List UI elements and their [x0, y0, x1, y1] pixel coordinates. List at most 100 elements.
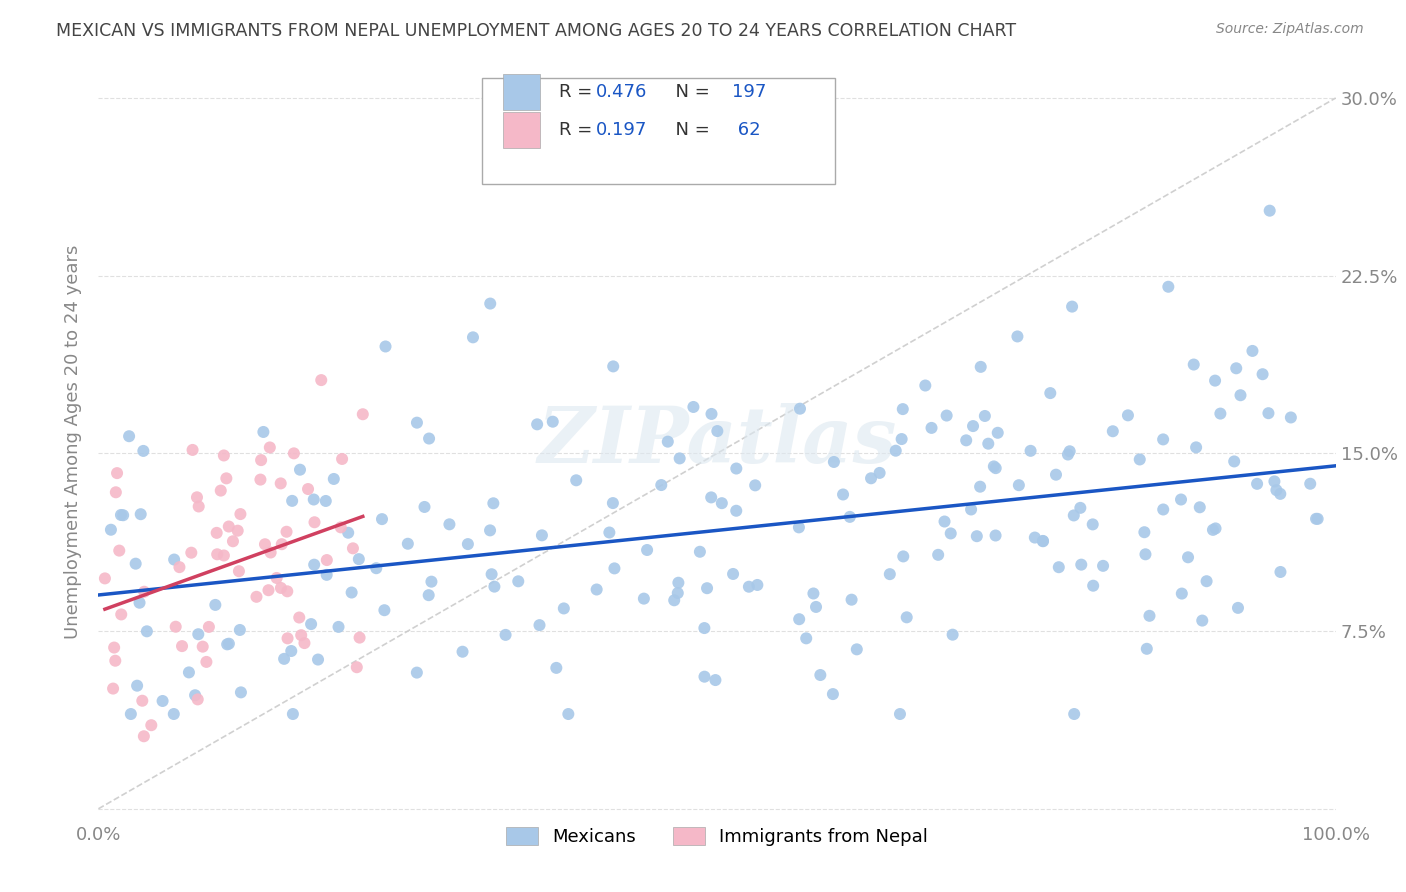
Mexicans: [484, 580, 506, 594]
Mexicans: [461, 330, 484, 344]
Mexicans: [1246, 476, 1268, 491]
Immigrants from Nepal: [187, 692, 209, 706]
Immigrants from Nepal: [304, 515, 326, 529]
Mexicans: [218, 637, 240, 651]
Mexicans: [1241, 343, 1264, 358]
Immigrants from Nepal: [349, 631, 371, 645]
Immigrants from Nepal: [250, 453, 273, 467]
Mexicans: [204, 598, 226, 612]
Mexicans: [696, 581, 718, 595]
Mexicans: [135, 624, 157, 639]
Mexicans: [307, 652, 329, 666]
Mexicans: [1070, 558, 1092, 572]
Mexicans: [845, 642, 868, 657]
Mexicans: [124, 557, 146, 571]
Text: R =: R =: [558, 121, 598, 139]
Mexicans: [328, 620, 350, 634]
Mexicans: [163, 552, 186, 566]
Immigrants from Nepal: [283, 446, 305, 460]
Mexicans: [302, 492, 325, 507]
Mexicans: [1092, 558, 1115, 573]
Mexicans: [869, 466, 891, 480]
FancyBboxPatch shape: [482, 78, 835, 184]
Immigrants from Nepal: [132, 729, 155, 743]
Mexicans: [1205, 521, 1227, 535]
Mexicans: [983, 459, 1005, 474]
Mexicans: [1171, 586, 1194, 600]
Immigrants from Nepal: [181, 442, 204, 457]
Immigrants from Nepal: [226, 524, 249, 538]
Mexicans: [1305, 512, 1327, 526]
Mexicans: [1116, 409, 1139, 423]
Mexicans: [939, 526, 962, 541]
Mexicans: [273, 652, 295, 666]
Immigrants from Nepal: [104, 485, 127, 500]
Mexicans: [1135, 547, 1157, 561]
Immigrants from Nepal: [270, 476, 292, 491]
Mexicans: [288, 463, 311, 477]
Mexicans: [657, 434, 679, 449]
Mexicans: [987, 425, 1010, 440]
Mexicans: [1032, 534, 1054, 549]
Mexicans: [299, 617, 322, 632]
Mexicans: [184, 688, 207, 702]
Mexicans: [110, 508, 132, 522]
Mexicans: [315, 494, 337, 508]
Immigrants from Nepal: [330, 452, 353, 467]
Mexicans: [1157, 279, 1180, 293]
Mexicans: [841, 592, 863, 607]
Mexicans: [1185, 441, 1208, 455]
Mexicans: [962, 419, 984, 434]
Mexicans: [420, 574, 443, 589]
Mexicans: [177, 665, 200, 680]
Mexicans: [668, 451, 690, 466]
Immigrants from Nepal: [104, 654, 127, 668]
Mexicans: [1152, 433, 1174, 447]
Mexicans: [281, 494, 304, 508]
Immigrants from Nepal: [198, 620, 221, 634]
Legend: Mexicans, Immigrants from Nepal: Mexicans, Immigrants from Nepal: [499, 820, 935, 854]
Mexicans: [418, 588, 440, 602]
Mexicans: [1063, 706, 1085, 721]
Text: 197: 197: [733, 83, 766, 101]
Mexicans: [891, 402, 914, 417]
Immigrants from Nepal: [131, 694, 153, 708]
Mexicans: [1081, 517, 1104, 532]
Mexicans: [557, 706, 579, 721]
Immigrants from Nepal: [134, 584, 156, 599]
Mexicans: [118, 429, 141, 443]
Mexicans: [229, 685, 252, 699]
Mexicans: [1279, 410, 1302, 425]
Mexicans: [546, 661, 568, 675]
Mexicans: [1069, 500, 1091, 515]
Immigrants from Nepal: [259, 441, 281, 455]
Immigrants from Nepal: [276, 524, 298, 539]
Mexicans: [921, 421, 943, 435]
Mexicans: [1129, 452, 1152, 467]
Mexicans: [664, 593, 686, 607]
Mexicans: [529, 618, 551, 632]
Mexicans: [1136, 641, 1159, 656]
Mexicans: [821, 687, 844, 701]
Mexicans: [152, 694, 174, 708]
Immigrants from Nepal: [209, 483, 232, 498]
Mexicans: [112, 508, 135, 523]
Text: 62: 62: [733, 121, 761, 139]
Immigrants from Nepal: [218, 519, 240, 533]
Mexicans: [1225, 361, 1247, 376]
Mexicans: [129, 507, 152, 521]
Mexicans: [927, 548, 949, 562]
Mexicans: [725, 461, 748, 475]
Immigrants from Nepal: [257, 583, 280, 598]
Immigrants from Nepal: [186, 491, 208, 505]
Immigrants from Nepal: [346, 660, 368, 674]
Mexicans: [127, 679, 149, 693]
Mexicans: [281, 706, 304, 721]
Text: 0.197: 0.197: [596, 121, 647, 139]
Mexicans: [744, 478, 766, 492]
Mexicans: [396, 537, 419, 551]
Mexicans: [889, 706, 911, 721]
Mexicans: [984, 461, 1007, 475]
Mexicans: [1170, 492, 1192, 507]
Mexicans: [481, 567, 503, 582]
